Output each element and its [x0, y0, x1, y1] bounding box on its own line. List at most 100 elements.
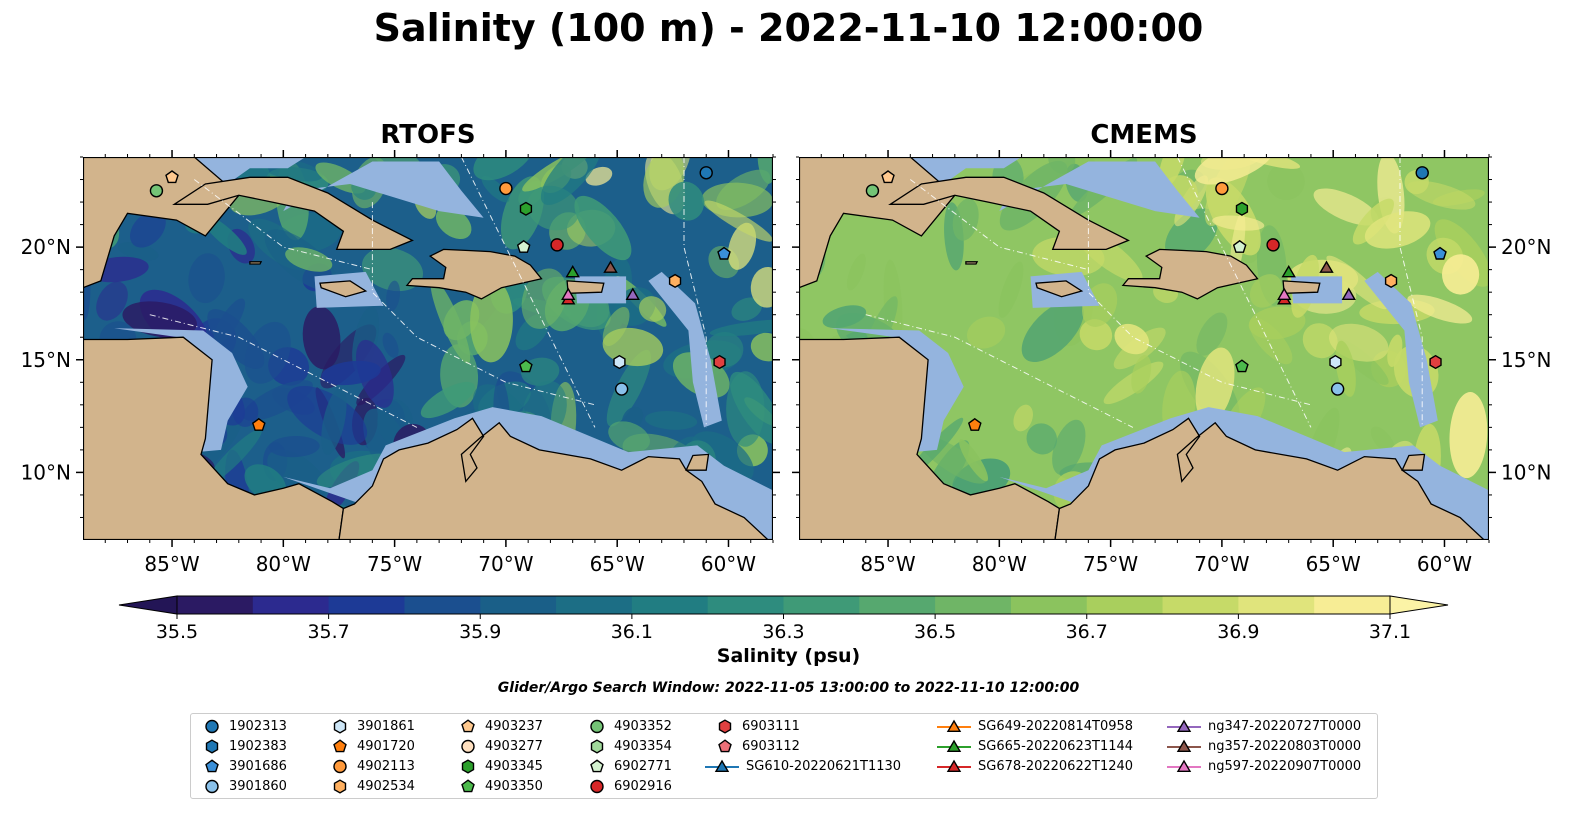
legend-entry: 3901686 — [201, 756, 287, 776]
argo-hexagon-icon — [333, 719, 347, 734]
legend-marker — [205, 779, 219, 794]
colorbar-segment — [1162, 596, 1239, 614]
legend-marker — [461, 779, 475, 793]
x-tick-label: 70°W — [1194, 552, 1249, 576]
legend-label: 3901861 — [357, 718, 415, 734]
map-marker-1902313 — [699, 166, 713, 180]
colorbar-tick-label: 36.3 — [762, 621, 804, 643]
argo-circle-icon — [590, 779, 604, 794]
colorbar-tick-label: 35.9 — [459, 621, 501, 643]
map-marker-ng357-20220803T0000 — [603, 260, 618, 273]
argo-pentagon-icon — [333, 739, 347, 753]
argo-pentagon-icon — [590, 759, 604, 773]
map-marker-1902313 — [1415, 166, 1429, 180]
legend-entry: 6902771 — [586, 756, 672, 776]
legend-label: 4903277 — [485, 738, 543, 754]
y-tick-label-right: 10°N — [1501, 460, 1551, 484]
legend-entry: 4902534 — [329, 776, 415, 796]
legend-entry: 3901861 — [329, 716, 415, 736]
colorbar-segment — [556, 596, 633, 614]
map-marker-ng347-20220727T0000 — [1341, 287, 1356, 301]
shelf-area — [283, 161, 484, 218]
legend-entry: ng597-20220907T0000 — [1166, 756, 1361, 776]
colorbar-tick-label: 36.9 — [1217, 621, 1259, 643]
land-mass — [405, 248, 543, 300]
map-marker-4903345 — [519, 201, 533, 216]
rtofs-salinity-map — [82, 156, 774, 541]
map-marker-3901686 — [1433, 246, 1447, 260]
colorbar-segment — [480, 596, 557, 614]
map-marker-6902916 — [1266, 238, 1280, 252]
legend: 1902313 1902383 3901686 3901860 3901861 49017… — [190, 713, 1378, 799]
legend-entry: 3901860 — [201, 776, 287, 796]
legend-entry: 4903350 — [457, 776, 543, 796]
argo-pentagon-icon — [718, 739, 732, 753]
argo-hexagon-icon — [461, 759, 475, 774]
legend-label: ng347-20220727T0000 — [1208, 718, 1362, 734]
legend-marker — [590, 779, 604, 794]
legend-marker — [1176, 739, 1192, 753]
legend-label: 4901720 — [357, 738, 415, 754]
legend-label: 4903354 — [614, 738, 672, 754]
legend-marker — [590, 759, 604, 773]
map-marker-ng597-20220907T0000 — [561, 287, 576, 301]
legend-label: SG665-20220623T1144 — [978, 738, 1134, 754]
panel-title-rtofs: RTOFS — [380, 120, 476, 150]
argo-circle-icon — [590, 719, 604, 734]
legend-label: 3901860 — [229, 778, 287, 794]
map-marker-4903352 — [865, 184, 880, 198]
map-marker-3901860 — [614, 382, 629, 396]
map-marker-ng597-20220907T0000 — [1277, 287, 1292, 301]
legend-marker — [333, 719, 347, 734]
colorbar-segment — [177, 596, 254, 614]
colorbar-tick-label: 35.7 — [307, 621, 349, 643]
map-marker-4902113 — [1215, 181, 1229, 196]
land-mass — [685, 453, 710, 471]
map-marker-4901720 — [251, 417, 266, 431]
map-marker-4902534 — [1384, 273, 1398, 289]
y-tick-label-left: 15°N — [21, 348, 71, 372]
x-tick-label: 85°W — [144, 552, 199, 576]
legend-entry: 6903112 — [714, 736, 800, 756]
map-marker-6902771 — [516, 239, 531, 253]
argo-pentagon-icon — [461, 719, 475, 733]
colorbar-tick-label: 36.7 — [1066, 621, 1108, 643]
legend-label: 1902383 — [229, 738, 287, 754]
colorbar-segment — [1010, 596, 1088, 614]
legend-marker — [946, 739, 962, 753]
map-marker-4903350 — [519, 359, 533, 373]
shelf-area — [114, 328, 248, 453]
legend-marker — [333, 779, 347, 794]
colorbar-segment — [707, 596, 785, 614]
legend-entry: SG678-20220622T1240 — [936, 756, 1133, 776]
legend-label: 6903112 — [742, 738, 800, 754]
colorbar-segment — [1238, 596, 1315, 614]
colorbar-tick-label: 35.5 — [156, 621, 198, 643]
argo-pentagon-icon — [205, 759, 219, 773]
legend-label: SG610-20220621T1130 — [746, 758, 902, 774]
y-tick-label-right: 20°N — [1501, 235, 1551, 259]
legend-entry: SG649-20220814T0958 — [936, 716, 1133, 736]
legend-marker — [461, 739, 475, 754]
colorbar-segment — [1086, 596, 1164, 614]
legend-marker — [461, 759, 475, 774]
x-tick-label: 80°W — [256, 552, 311, 576]
x-tick-label: 65°W — [1306, 552, 1361, 576]
x-tick-label: 80°W — [972, 552, 1027, 576]
argo-hexagon-icon — [205, 739, 219, 754]
legend-marker — [1176, 719, 1192, 733]
x-tick-label: 60°W — [701, 552, 756, 576]
panel-title-cmems: CMEMS — [1090, 120, 1198, 150]
y-tick-label-left: 20°N — [21, 235, 71, 259]
legend-entry: 6902916 — [586, 776, 672, 796]
map-marker-3901861 — [613, 354, 626, 370]
glider-triangle-icon — [1167, 739, 1201, 753]
glider-triangle-icon — [937, 719, 971, 733]
colorbar-segment — [1314, 596, 1391, 614]
glider-triangle-icon — [1167, 719, 1201, 733]
map-marker-4903350 — [1235, 359, 1249, 373]
map-marker-4902534 — [668, 273, 682, 289]
legend-marker — [333, 739, 347, 753]
map-marker-ng357-20220803T0000 — [1319, 260, 1334, 273]
legend-entry: ng347-20220727T0000 — [1166, 716, 1361, 736]
